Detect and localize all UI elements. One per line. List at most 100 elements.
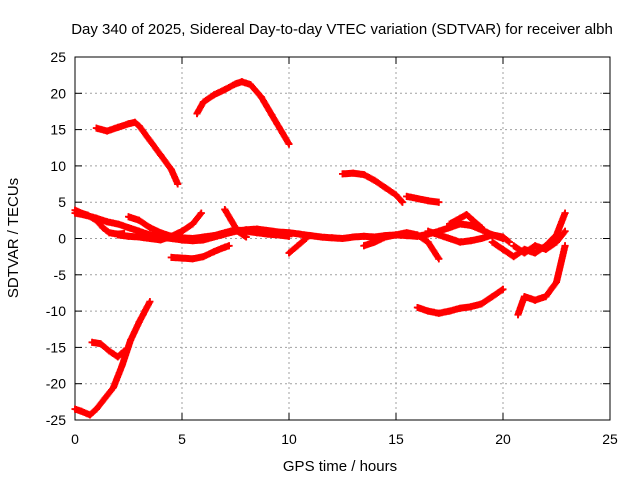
data-point	[125, 120, 132, 128]
series-arc-1	[92, 118, 182, 188]
data-point	[279, 129, 287, 137]
data-point	[360, 242, 368, 250]
data-point	[456, 214, 464, 222]
data-point	[103, 127, 111, 135]
data-point	[328, 234, 336, 242]
data-point	[234, 227, 242, 235]
data-point	[285, 140, 293, 148]
data-point	[268, 111, 276, 119]
data-point	[403, 229, 411, 237]
data-point	[199, 253, 207, 261]
series-arc-2	[193, 78, 293, 148]
data-point	[294, 242, 302, 250]
data-point	[178, 254, 186, 262]
y-tick-label: 10	[50, 158, 66, 174]
data-point	[456, 304, 464, 312]
chart-title: Day 340 of 2025, Sidereal Day-to-day VTE…	[71, 21, 613, 38]
x-tick-label: 15	[388, 431, 404, 447]
data-point	[520, 249, 528, 257]
series-arc-9	[167, 242, 233, 263]
data-point	[125, 232, 132, 240]
data-point	[131, 118, 139, 126]
data-marks	[71, 78, 569, 419]
data-point	[103, 218, 111, 226]
data-point	[71, 405, 79, 413]
data-point	[306, 232, 314, 240]
data-point	[199, 233, 207, 241]
data-point	[381, 233, 389, 241]
data-point	[435, 255, 443, 263]
data-point	[167, 232, 175, 240]
series-arc-19	[71, 298, 154, 419]
x-tick-label: 10	[281, 431, 297, 447]
data-point	[435, 198, 443, 206]
data-point	[413, 303, 421, 311]
data-point	[221, 243, 229, 251]
data-point	[478, 235, 486, 242]
data-point	[227, 216, 235, 224]
data-point	[193, 110, 201, 118]
data-point	[381, 184, 389, 192]
data-point	[82, 211, 90, 219]
data-point	[178, 234, 186, 242]
data-point	[125, 213, 132, 221]
series-arc-18	[514, 242, 569, 319]
data-point	[561, 242, 569, 250]
series-arc-11	[285, 235, 310, 257]
y-tick-label: 25	[50, 49, 66, 65]
data-point	[435, 309, 443, 317]
data-point	[446, 235, 453, 242]
data-point	[114, 220, 122, 228]
data-point	[210, 248, 218, 256]
data-point	[469, 216, 477, 224]
data-point	[127, 336, 135, 344]
data-point	[197, 209, 205, 217]
data-point	[135, 216, 143, 224]
series-arc-12	[360, 229, 443, 263]
y-tick-label: -5	[54, 267, 67, 283]
data-point	[561, 227, 569, 235]
x-tick-label: 25	[602, 431, 618, 447]
data-point	[424, 227, 432, 235]
data-point	[105, 347, 113, 355]
data-point	[178, 227, 186, 235]
data-point	[77, 407, 85, 415]
data-point	[274, 231, 282, 239]
data-point	[302, 235, 310, 242]
data-point	[561, 209, 569, 217]
series-arc-17	[413, 285, 507, 317]
data-point	[467, 237, 475, 245]
data-point	[99, 224, 107, 232]
data-point	[221, 205, 229, 213]
data-point	[499, 245, 507, 253]
data-point	[146, 298, 154, 306]
data-point	[296, 230, 304, 238]
data-point	[339, 235, 346, 242]
data-point	[146, 235, 154, 242]
data-point	[242, 233, 250, 241]
data-point	[157, 151, 165, 159]
data-point	[446, 307, 453, 315]
data-point	[221, 86, 229, 94]
data-point	[238, 78, 246, 86]
data-point	[167, 166, 175, 174]
data-point	[349, 233, 357, 241]
data-point	[413, 231, 421, 239]
data-point	[531, 242, 539, 250]
data-point	[478, 224, 486, 232]
data-point	[456, 238, 464, 246]
data-point	[392, 191, 400, 199]
series-arc-13	[424, 227, 513, 246]
data-point	[92, 124, 100, 132]
data-point	[510, 242, 518, 250]
series-arc-16	[510, 227, 569, 257]
data-point	[360, 232, 368, 240]
y-tick-label: 15	[50, 122, 66, 138]
data-point	[118, 362, 126, 370]
data-point	[488, 293, 496, 301]
data-point	[225, 242, 233, 250]
y-tick-label: -10	[46, 303, 66, 319]
y-axis-label: SDTVAR / TECUs	[5, 178, 22, 298]
data-point	[403, 192, 411, 200]
data-point	[210, 91, 218, 99]
